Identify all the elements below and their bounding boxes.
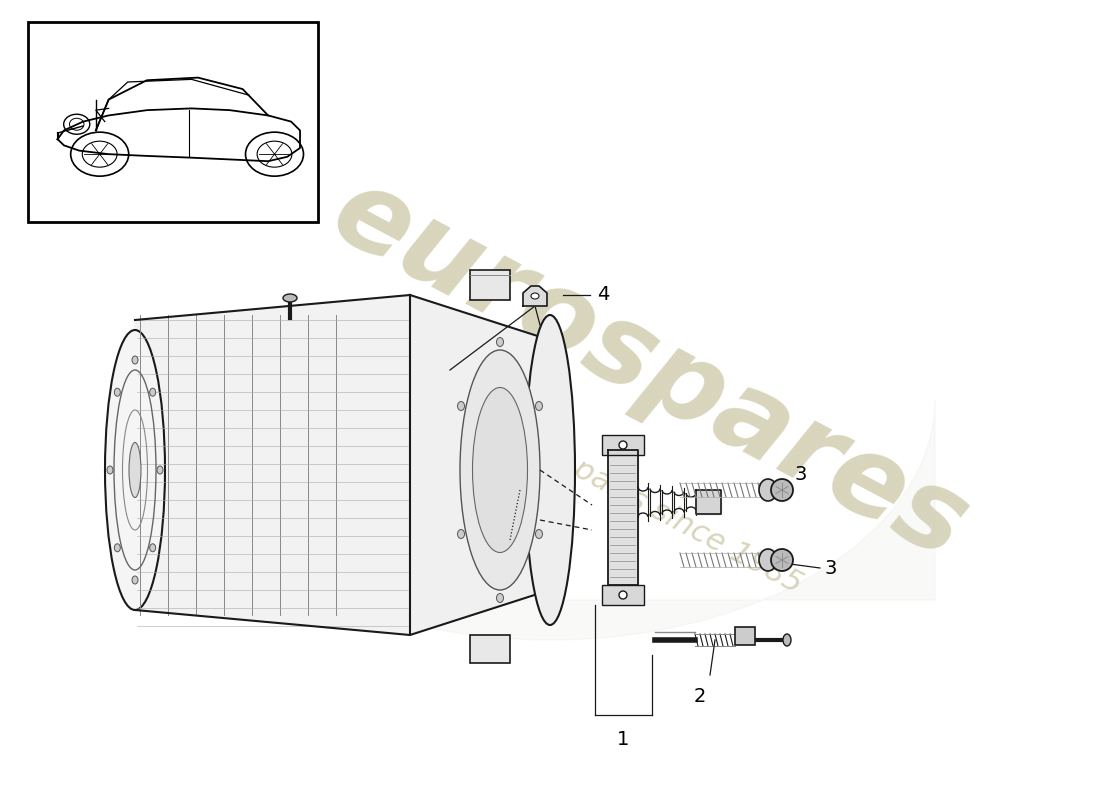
Bar xyxy=(735,627,755,645)
Polygon shape xyxy=(696,490,720,514)
Ellipse shape xyxy=(114,544,120,552)
Polygon shape xyxy=(410,295,550,635)
Text: 2: 2 xyxy=(694,687,706,706)
Polygon shape xyxy=(608,450,638,585)
Ellipse shape xyxy=(458,402,464,410)
Ellipse shape xyxy=(460,350,540,590)
Polygon shape xyxy=(165,400,935,640)
Ellipse shape xyxy=(536,530,542,538)
Ellipse shape xyxy=(150,544,156,552)
Bar xyxy=(28,22,318,222)
Text: 3: 3 xyxy=(795,466,807,485)
Ellipse shape xyxy=(759,549,777,571)
Ellipse shape xyxy=(107,466,113,474)
Text: authentic parts since 1985: authentic parts since 1985 xyxy=(432,381,807,599)
Ellipse shape xyxy=(458,530,464,538)
Text: 4: 4 xyxy=(597,286,609,305)
Ellipse shape xyxy=(619,591,627,599)
Polygon shape xyxy=(135,295,410,635)
Ellipse shape xyxy=(473,387,528,553)
Ellipse shape xyxy=(496,594,504,602)
Ellipse shape xyxy=(150,388,156,396)
Text: 3: 3 xyxy=(825,558,837,578)
Ellipse shape xyxy=(619,441,627,449)
Ellipse shape xyxy=(771,479,793,501)
Bar xyxy=(602,585,644,605)
Ellipse shape xyxy=(132,576,138,584)
Ellipse shape xyxy=(771,549,793,571)
Ellipse shape xyxy=(531,293,539,299)
Ellipse shape xyxy=(783,634,791,646)
Ellipse shape xyxy=(525,315,575,625)
Bar xyxy=(470,270,510,300)
Ellipse shape xyxy=(104,330,165,610)
Ellipse shape xyxy=(114,388,120,396)
Ellipse shape xyxy=(129,442,141,498)
Ellipse shape xyxy=(132,356,138,364)
Ellipse shape xyxy=(496,338,504,346)
Ellipse shape xyxy=(759,479,777,501)
Bar xyxy=(602,435,644,455)
Ellipse shape xyxy=(283,294,297,302)
Bar xyxy=(470,635,510,663)
Polygon shape xyxy=(522,286,547,306)
Ellipse shape xyxy=(157,466,163,474)
Text: 1: 1 xyxy=(617,730,629,749)
Ellipse shape xyxy=(536,402,542,410)
Text: eurospares: eurospares xyxy=(315,158,986,582)
